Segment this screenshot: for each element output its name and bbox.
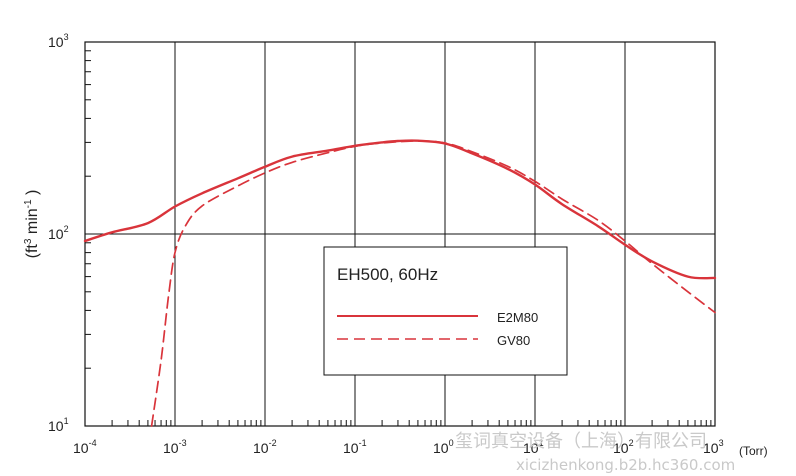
x-tick-exp: -2 <box>269 438 277 448</box>
y-tick-exp: 2 <box>64 224 69 234</box>
x-tick-label: 10-2 <box>253 438 277 456</box>
legend-title: EH500, 60Hz <box>337 265 438 284</box>
watermark-company: 玺词真空设备（上海）有限公司 <box>455 431 707 452</box>
x-tick-base: 10 <box>703 440 719 456</box>
x-tick-base: 10 <box>163 440 179 456</box>
x-tick-exp: 2 <box>629 438 634 448</box>
x-tick-base: 10 <box>433 440 449 456</box>
legend-label-e2m80: E2M80 <box>497 310 538 325</box>
series-gv80-line <box>150 140 716 427</box>
legend-box <box>323 246 568 376</box>
x-tick-label: 103 <box>703 438 724 456</box>
y-tick-base: 10 <box>48 418 64 434</box>
y-label-exp2: -1 <box>23 199 34 208</box>
y-tick-label: 102 <box>48 224 69 242</box>
x-tick-exp: 0 <box>449 438 454 448</box>
x-tick-label: 101 <box>523 438 544 456</box>
series-e2m80-line <box>83 139 717 280</box>
x-tick-labels: 10-4 10-3 10-2 10-1 100 101 102 103 <box>73 438 724 456</box>
x-tick-base: 10 <box>523 440 539 456</box>
y-tick-exp: 3 <box>64 32 69 42</box>
x-tick-base: 10 <box>253 440 269 456</box>
x-axis-unit: (Torr) <box>739 444 768 458</box>
x-tick-label: 102 <box>613 438 634 456</box>
y-tick-label: 101 <box>48 416 69 434</box>
x-tick-base: 10 <box>343 440 359 456</box>
y-label-open: (ft <box>24 244 41 259</box>
plot-area <box>84 41 716 427</box>
x-tick-label: 10-3 <box>163 438 187 456</box>
x-tick-exp: -3 <box>179 438 187 448</box>
series-layer <box>83 139 717 427</box>
x-tick-exp: -4 <box>89 438 97 448</box>
y-tick-label: 103 <box>48 32 69 50</box>
chart-grid <box>85 42 715 426</box>
x-tick-base: 10 <box>73 440 89 456</box>
y-tick-base: 10 <box>48 34 64 50</box>
y-label-mid: min <box>24 208 41 238</box>
x-tick-label: 10-1 <box>343 438 367 456</box>
x-tick-label: 100 <box>433 438 454 456</box>
watermark-url: xicizhenkong.b2b.hc360.com <box>516 456 735 474</box>
legend-label-gv80: GV80 <box>497 333 530 348</box>
x-tick-exp: 1 <box>539 438 544 448</box>
x-tick-exp: 3 <box>719 438 724 448</box>
y-label-exp1: 3 <box>23 238 34 244</box>
x-tick-base: 10 <box>613 440 629 456</box>
y-tick-exp: 1 <box>64 416 69 426</box>
x-tick-label: 10-4 <box>73 438 97 456</box>
minor-ticks <box>85 50 712 426</box>
y-label-close: ) <box>24 190 41 200</box>
y-tick-base: 10 <box>48 226 64 242</box>
x-tick-exp: -1 <box>359 438 367 448</box>
legend: EH500, 60Hz E2M80 GV80 <box>323 246 568 376</box>
y-axis-label: (ft3 min-1 ) <box>23 190 41 259</box>
